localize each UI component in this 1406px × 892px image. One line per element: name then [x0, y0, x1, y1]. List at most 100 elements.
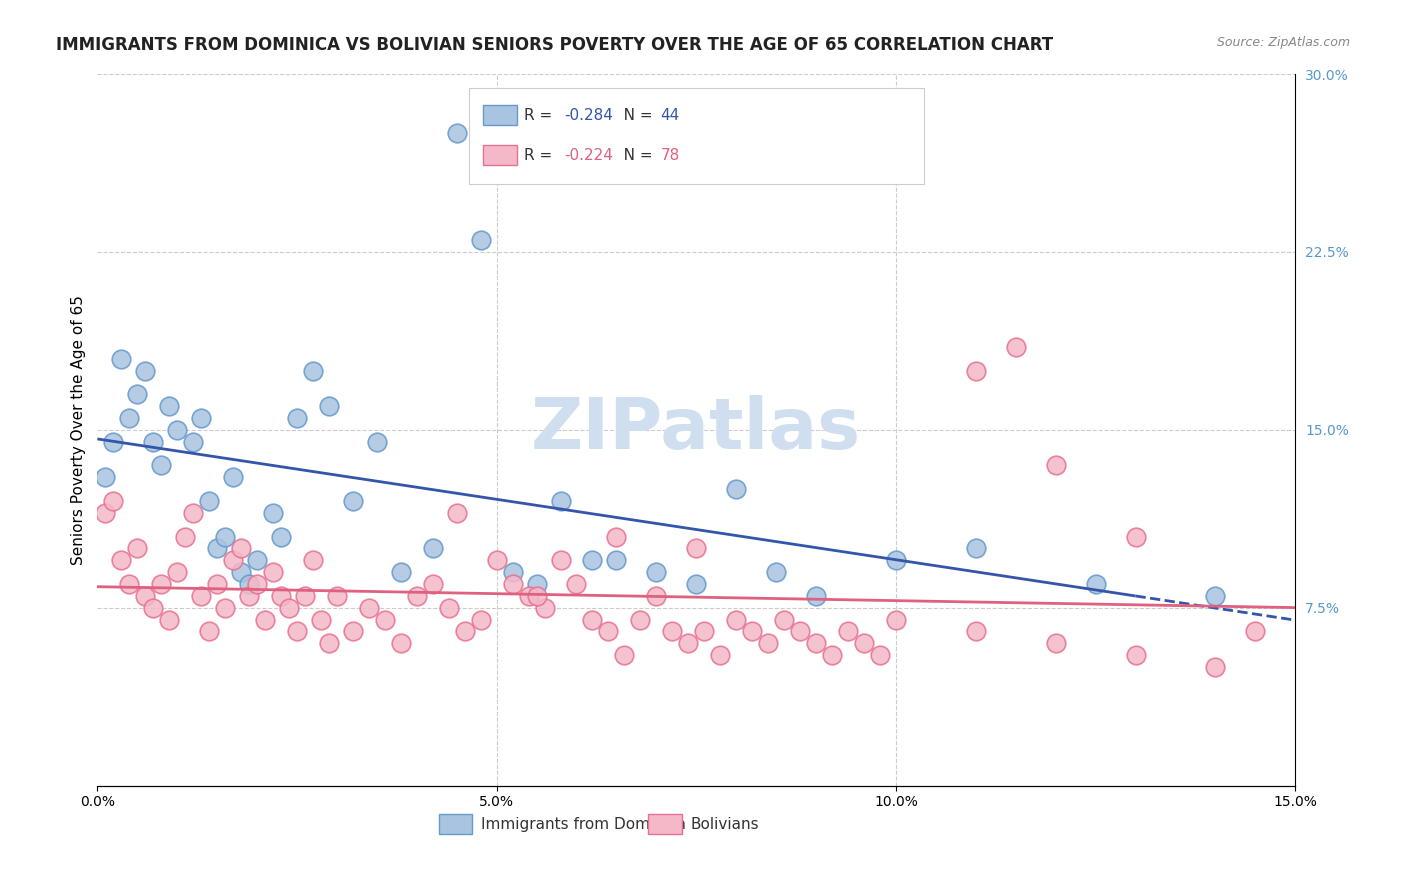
Point [884, 613, 907, 627]
Y-axis label: Seniors Poverty Over the Age of 65: Seniors Poverty Over the Age of 65 [72, 295, 86, 565]
Point [389, 565, 412, 579]
Point [302, 363, 325, 377]
Point [366, 434, 388, 449]
Text: Immigrants from Dominica: Immigrants from Dominica [481, 817, 686, 832]
Point [262, 506, 284, 520]
Point [190, 589, 212, 603]
Text: N =: N = [609, 148, 658, 163]
Point [853, 636, 876, 650]
Point [222, 470, 245, 484]
FancyBboxPatch shape [439, 814, 472, 834]
Point [565, 577, 588, 591]
Point [157, 613, 180, 627]
Point [628, 613, 651, 627]
Point [94, 470, 117, 484]
Text: Bolivians: Bolivians [690, 817, 759, 832]
Point [198, 624, 221, 639]
Text: -0.284: -0.284 [565, 108, 613, 123]
Point [318, 399, 340, 413]
Point [150, 458, 173, 473]
Point [238, 589, 260, 603]
Point [485, 553, 508, 567]
Point [837, 624, 859, 639]
Text: N =: N = [609, 108, 658, 123]
Point [502, 565, 524, 579]
Point [725, 482, 748, 496]
Point [550, 553, 572, 567]
Point [110, 351, 132, 366]
Point [526, 577, 548, 591]
Point [157, 399, 180, 413]
Point [741, 624, 763, 639]
Point [678, 636, 700, 650]
Point [357, 600, 380, 615]
Point [142, 600, 165, 615]
Point [205, 577, 228, 591]
Point [598, 624, 620, 639]
Point [422, 577, 444, 591]
Point [821, 648, 844, 663]
Point [405, 589, 427, 603]
Point [454, 624, 477, 639]
Point [1045, 458, 1067, 473]
Point [502, 577, 524, 591]
Point [270, 530, 292, 544]
Point [1004, 340, 1026, 354]
Point [422, 541, 444, 556]
Point [526, 589, 548, 603]
Point [174, 530, 197, 544]
Point [1244, 624, 1267, 639]
Point [166, 423, 188, 437]
Point [756, 636, 779, 650]
Point [127, 387, 149, 401]
Point [581, 613, 603, 627]
Point [709, 648, 731, 663]
Point [804, 636, 827, 650]
Point [262, 565, 284, 579]
Point [103, 494, 125, 508]
Point [1125, 530, 1147, 544]
Point [142, 434, 165, 449]
Point [437, 600, 460, 615]
Point [342, 624, 364, 639]
Point [550, 494, 572, 508]
Point [773, 613, 796, 627]
Point [965, 624, 987, 639]
Point [685, 541, 707, 556]
Point [246, 553, 269, 567]
Point [326, 589, 349, 603]
Point [1045, 636, 1067, 650]
Point [302, 553, 325, 567]
Point [1204, 589, 1226, 603]
Point [278, 600, 301, 615]
Point [884, 553, 907, 567]
Text: R =: R = [524, 148, 557, 163]
Point [190, 411, 212, 425]
Point [765, 565, 787, 579]
Point [246, 577, 269, 591]
Point [318, 636, 340, 650]
Point [789, 624, 811, 639]
Point [645, 589, 668, 603]
Point [229, 541, 252, 556]
Point [965, 363, 987, 377]
Point [270, 589, 292, 603]
Point [693, 624, 716, 639]
Point [1084, 577, 1107, 591]
Text: 78: 78 [661, 148, 679, 163]
FancyBboxPatch shape [484, 104, 516, 125]
Point [685, 577, 707, 591]
Point [661, 624, 683, 639]
Text: -0.224: -0.224 [565, 148, 613, 163]
Point [94, 506, 117, 520]
Point [1204, 660, 1226, 674]
Point [134, 363, 156, 377]
Point [238, 577, 260, 591]
Point [725, 613, 748, 627]
Point [446, 126, 468, 140]
Point [166, 565, 188, 579]
FancyBboxPatch shape [648, 814, 682, 834]
Point [229, 565, 252, 579]
Point [605, 553, 627, 567]
FancyBboxPatch shape [468, 88, 924, 185]
